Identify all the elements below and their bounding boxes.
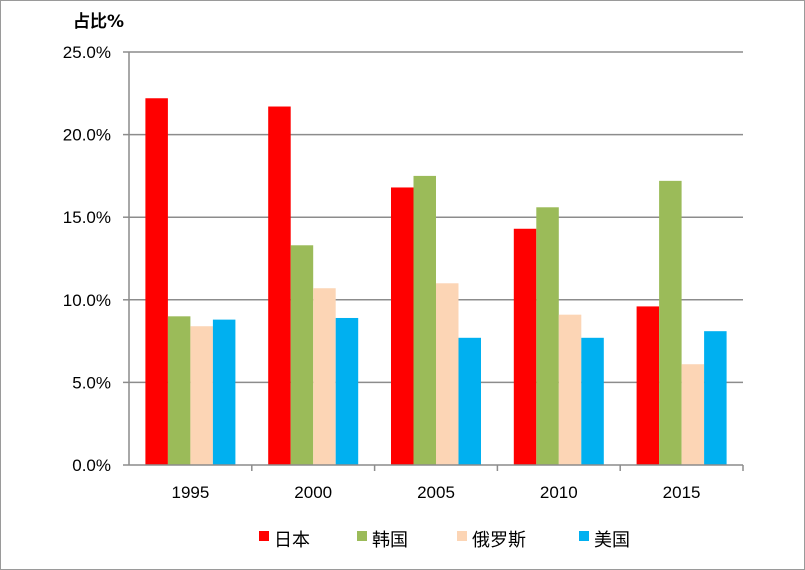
legend: 日本 韩国 俄罗斯 美国 (259, 530, 630, 551)
bar (290, 245, 314, 465)
x-tick-label: 1995 (171, 483, 209, 502)
y-tick-label: 10.0% (63, 291, 111, 310)
legend-swatch (259, 531, 269, 541)
legend-swatch (579, 531, 589, 541)
bar (335, 317, 359, 465)
y-tick-label: 0.0% (72, 456, 111, 475)
y-tick-label: 20.0% (63, 126, 111, 145)
x-tick-label: 2005 (417, 483, 455, 502)
bars (145, 98, 727, 466)
bar (636, 306, 660, 465)
bar (190, 326, 213, 465)
legend-label: 俄罗斯 (472, 530, 526, 551)
bar (458, 337, 481, 465)
bar (413, 175, 436, 465)
bar (145, 98, 168, 466)
bar (436, 283, 459, 465)
legend-label: 日本 (274, 530, 310, 551)
bar (704, 331, 727, 465)
axes (128, 52, 744, 471)
legend-swatch (357, 531, 367, 541)
y-tick-label: 15.0% (63, 208, 111, 227)
y-tick-label: 25.0% (63, 43, 111, 62)
bar (513, 228, 537, 465)
bar (268, 106, 291, 466)
bar (659, 180, 682, 465)
x-tick-label: 2000 (294, 483, 332, 502)
bar (536, 207, 559, 465)
y-tick-labels: 0.0% 5.0% 10.0% 15.0% 20.0% 25.0% (63, 43, 111, 475)
bar (167, 316, 191, 465)
x-tick-labels: 1995 2000 2005 2010 2015 (171, 483, 700, 502)
legend-label: 韩国 (372, 530, 408, 551)
y-tick-label: 5.0% (72, 373, 111, 392)
legend-label: 美国 (594, 530, 630, 551)
bar (313, 288, 336, 465)
x-tick-label: 2015 (663, 483, 701, 502)
bar (558, 314, 582, 465)
x-tick-label: 2010 (540, 483, 578, 502)
legend-swatch (457, 531, 467, 541)
bar (391, 187, 414, 466)
y-axis-label: 占比% (73, 11, 124, 32)
bar (581, 337, 604, 465)
bar (212, 319, 236, 465)
bar (681, 364, 705, 465)
